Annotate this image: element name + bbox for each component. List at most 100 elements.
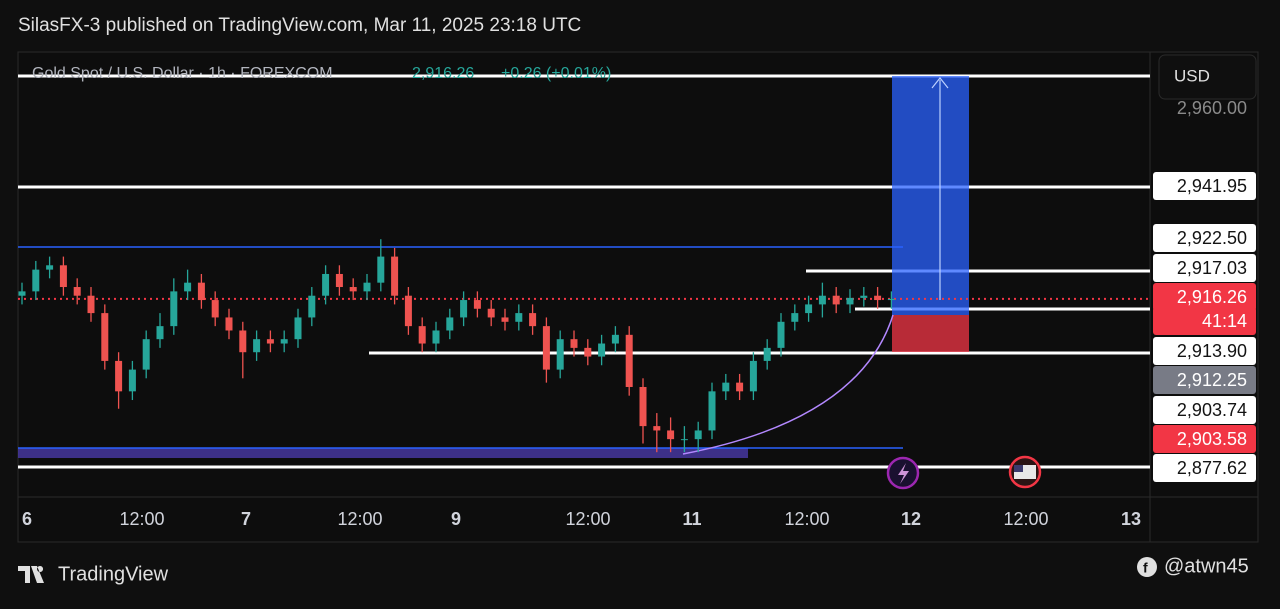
candle-body (184, 282, 192, 292)
symbol: Gold Spot / U.S. Dollar · 1h · FOREXCOM (32, 65, 333, 82)
candle-body (805, 304, 813, 314)
facebook-f: f (1143, 560, 1148, 576)
price-tag-label: 41:14 (1202, 311, 1247, 331)
candle-body (460, 300, 468, 318)
candle-body (570, 339, 578, 348)
price-tag-label: 2,903.74 (1177, 400, 1247, 420)
chart-panel (17, 51, 1259, 543)
x-tick-label: 12 (901, 509, 921, 529)
price-tag (1153, 425, 1256, 453)
price-tag-label: 2,916.26 (1177, 287, 1247, 307)
candle-body (170, 291, 178, 327)
candle-body (542, 326, 550, 370)
candle-body (322, 273, 330, 296)
header: SilasFX-3 published on TradingView.com, … (18, 15, 581, 36)
currency-button[interactable] (1158, 54, 1257, 100)
x-tick-label: 12:00 (565, 509, 610, 529)
handle: @atwn45 (1164, 555, 1249, 577)
price-tag-label: 2,917.03 (1177, 258, 1247, 278)
brand: TradingView (58, 563, 169, 585)
candle-body (874, 295, 882, 301)
price-tag (1153, 396, 1256, 424)
x-tick-label: 11 (682, 509, 701, 529)
candle-body (680, 439, 688, 441)
price-tag-label: 2,903.58 (1177, 429, 1247, 449)
price-tag (1153, 454, 1256, 482)
candle-body (239, 330, 247, 353)
candle-body (791, 313, 799, 322)
candle-body (625, 334, 633, 387)
candle-body (225, 317, 233, 331)
candle-body (18, 291, 26, 296)
candle-body (59, 265, 67, 288)
time-axis: 6 12:00 7 12:00 9 12:00 11 12:00 12 12:00 13 (22, 509, 1141, 529)
last-price: 2,916.26 (412, 65, 474, 82)
candle-body (46, 265, 54, 270)
x-tick-label: 7 (241, 509, 251, 529)
currency[interactable]: USD (1174, 66, 1210, 85)
candle-body (611, 334, 619, 344)
candle-body (749, 360, 757, 392)
candle-body (349, 287, 357, 292)
x-tick-label: 9 (451, 509, 461, 529)
curve (682, 314, 894, 455)
candle-body (87, 295, 95, 314)
candle-body (266, 339, 274, 344)
candle-body (101, 313, 109, 361)
candle-body (598, 343, 606, 357)
candle-body (128, 369, 136, 392)
candle-body (473, 300, 481, 309)
candle-body (832, 295, 840, 305)
candle-body (142, 339, 150, 370)
candle-body (694, 430, 702, 440)
candle-body (404, 295, 412, 327)
x-tick-label: 12:00 (1003, 509, 1048, 529)
candle-body (501, 317, 509, 322)
price-labels: 2,960.00 2,941.95 2,922.50 2,917.03 2,916.26… (1153, 98, 1256, 482)
price-tag (1153, 283, 1256, 311)
candles (18, 239, 1150, 453)
candle-body (197, 282, 205, 301)
zone (18, 448, 748, 458)
lightning (898, 463, 909, 484)
candle-body (708, 391, 716, 431)
candle-body (294, 317, 302, 340)
candle-body (280, 339, 288, 344)
flag-canton (1014, 465, 1023, 472)
x-tick-label: 12:00 (337, 509, 382, 529)
x-tick-label: 12:00 (119, 509, 164, 529)
candle-body (584, 347, 592, 357)
candle-body (446, 317, 454, 331)
candle-body (667, 430, 675, 440)
candle-body (846, 297, 854, 305)
candle-body (32, 269, 40, 292)
candle-body (211, 300, 219, 318)
facebook-icon (1137, 557, 1157, 577)
stop-zone (892, 315, 969, 352)
candle-body (860, 295, 868, 298)
candle-body (487, 308, 495, 318)
price-tag-label: 2,877.62 (1177, 458, 1247, 478)
candle-body (363, 282, 371, 292)
candle-body (253, 339, 261, 353)
candle-body (556, 339, 564, 370)
candle-body (308, 295, 316, 318)
change: +0.26 (+0.01%) (501, 65, 611, 82)
x-tick-label: 6 (22, 509, 32, 529)
price-tag (1153, 224, 1256, 252)
arrow-head (931, 77, 949, 89)
price-tag (1153, 366, 1256, 394)
candle-body (763, 347, 771, 361)
candle-body (73, 287, 81, 296)
candle-body (639, 386, 647, 427)
candle-body (722, 382, 730, 392)
price-tag (1153, 254, 1256, 282)
price-tag (1153, 172, 1256, 200)
candle-body (377, 256, 385, 283)
candle-body (887, 298, 895, 301)
candle-body (777, 321, 785, 348)
candle-body (515, 313, 523, 322)
price-tag-label: 2,913.90 (1177, 341, 1247, 361)
target-zone (892, 76, 969, 315)
